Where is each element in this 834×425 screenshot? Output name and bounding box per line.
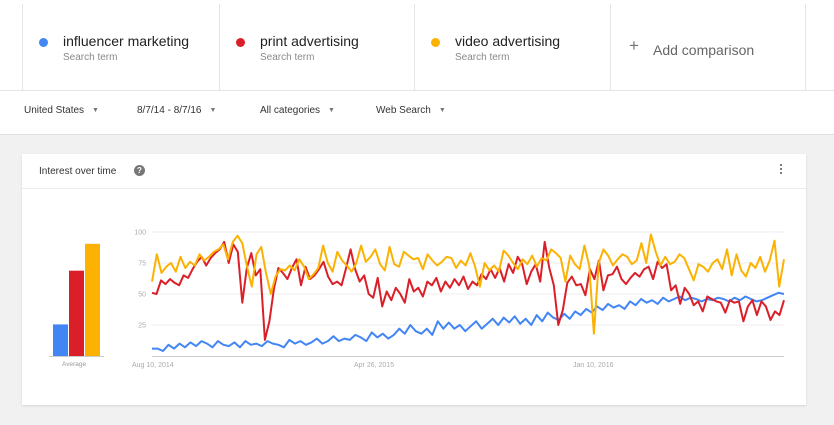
search-type-dropdown[interactable]: Web Search ▼ (376, 105, 446, 116)
x-tick-label: Jan 10, 2016 (573, 362, 614, 369)
category-label: All categories (260, 105, 321, 116)
average-label: Average (62, 361, 87, 368)
term-video-advertising[interactable]: video advertising Search term (414, 4, 610, 90)
category-dropdown[interactable]: All categories ▼ (260, 105, 335, 116)
search-type-label: Web Search (376, 105, 431, 116)
divider (0, 90, 834, 91)
term-subtitle: Search term (63, 52, 118, 63)
term-name: print advertising (260, 33, 359, 49)
y-tick-label: 50 (138, 292, 146, 299)
term-print-advertising[interactable]: print advertising Search term (219, 4, 414, 90)
filter-bar: United States ▼ 8/7/14 - 8/7/16 ▼ All cate… (0, 91, 834, 134)
series-color-dot (431, 38, 440, 47)
interest-over-time-card: Interest over time ? 25 50 75 100 Aug 10, 20… (22, 154, 806, 405)
caret-down-icon: ▼ (92, 107, 99, 114)
caret-down-icon: ▼ (438, 107, 446, 114)
average-bar-3 (85, 243, 100, 356)
card-header: Interest over time ? (22, 154, 806, 189)
series-line-1 (152, 291, 785, 352)
caret-down-icon: ▼ (209, 107, 217, 114)
term-subtitle: Search term (455, 52, 510, 63)
plus-icon: + (629, 36, 639, 55)
series-color-dot (39, 38, 48, 47)
term-influencer-marketing[interactable]: influencer marketing Search term (22, 4, 219, 90)
search-terms-bar: influencer marketing Search term print a… (0, 0, 834, 91)
x-tick-label: Aug 10, 2014 (132, 362, 174, 369)
add-comparison-label: Add comparison (653, 42, 755, 58)
average-bar-1 (53, 324, 68, 356)
card-title: Interest over time (39, 166, 117, 177)
add-comparison-button[interactable]: + Add comparison (610, 4, 806, 90)
region-dropdown[interactable]: United States ▼ (24, 105, 99, 116)
term-name: influencer marketing (63, 33, 190, 49)
average-bar-2 (69, 270, 84, 356)
y-tick-label: 25 (138, 323, 146, 330)
help-icon[interactable]: ? (134, 165, 145, 176)
date-range-dropdown[interactable]: 8/7/14 - 8/7/16 ▼ (137, 105, 216, 116)
term-subtitle: Search term (260, 52, 315, 63)
x-tick-label: Apr 26, 2015 (354, 362, 394, 369)
series-line-3 (151, 233, 785, 335)
series-color-dot (236, 38, 245, 47)
y-tick-label: 75 (138, 261, 146, 268)
region-label: United States (24, 105, 85, 116)
divider (0, 134, 834, 135)
term-name: video advertising (455, 33, 561, 49)
interest-chart: 25 50 75 100 Aug 10, 2014 Apr 26, 2015 Jan 10,… (49, 230, 785, 369)
y-tick-label: 100 (134, 230, 146, 237)
series-line-2 (151, 240, 785, 341)
more-vert-icon[interactable] (778, 164, 784, 178)
caret-down-icon: ▼ (328, 107, 335, 114)
date-range-label: 8/7/14 - 8/7/16 (137, 105, 202, 116)
